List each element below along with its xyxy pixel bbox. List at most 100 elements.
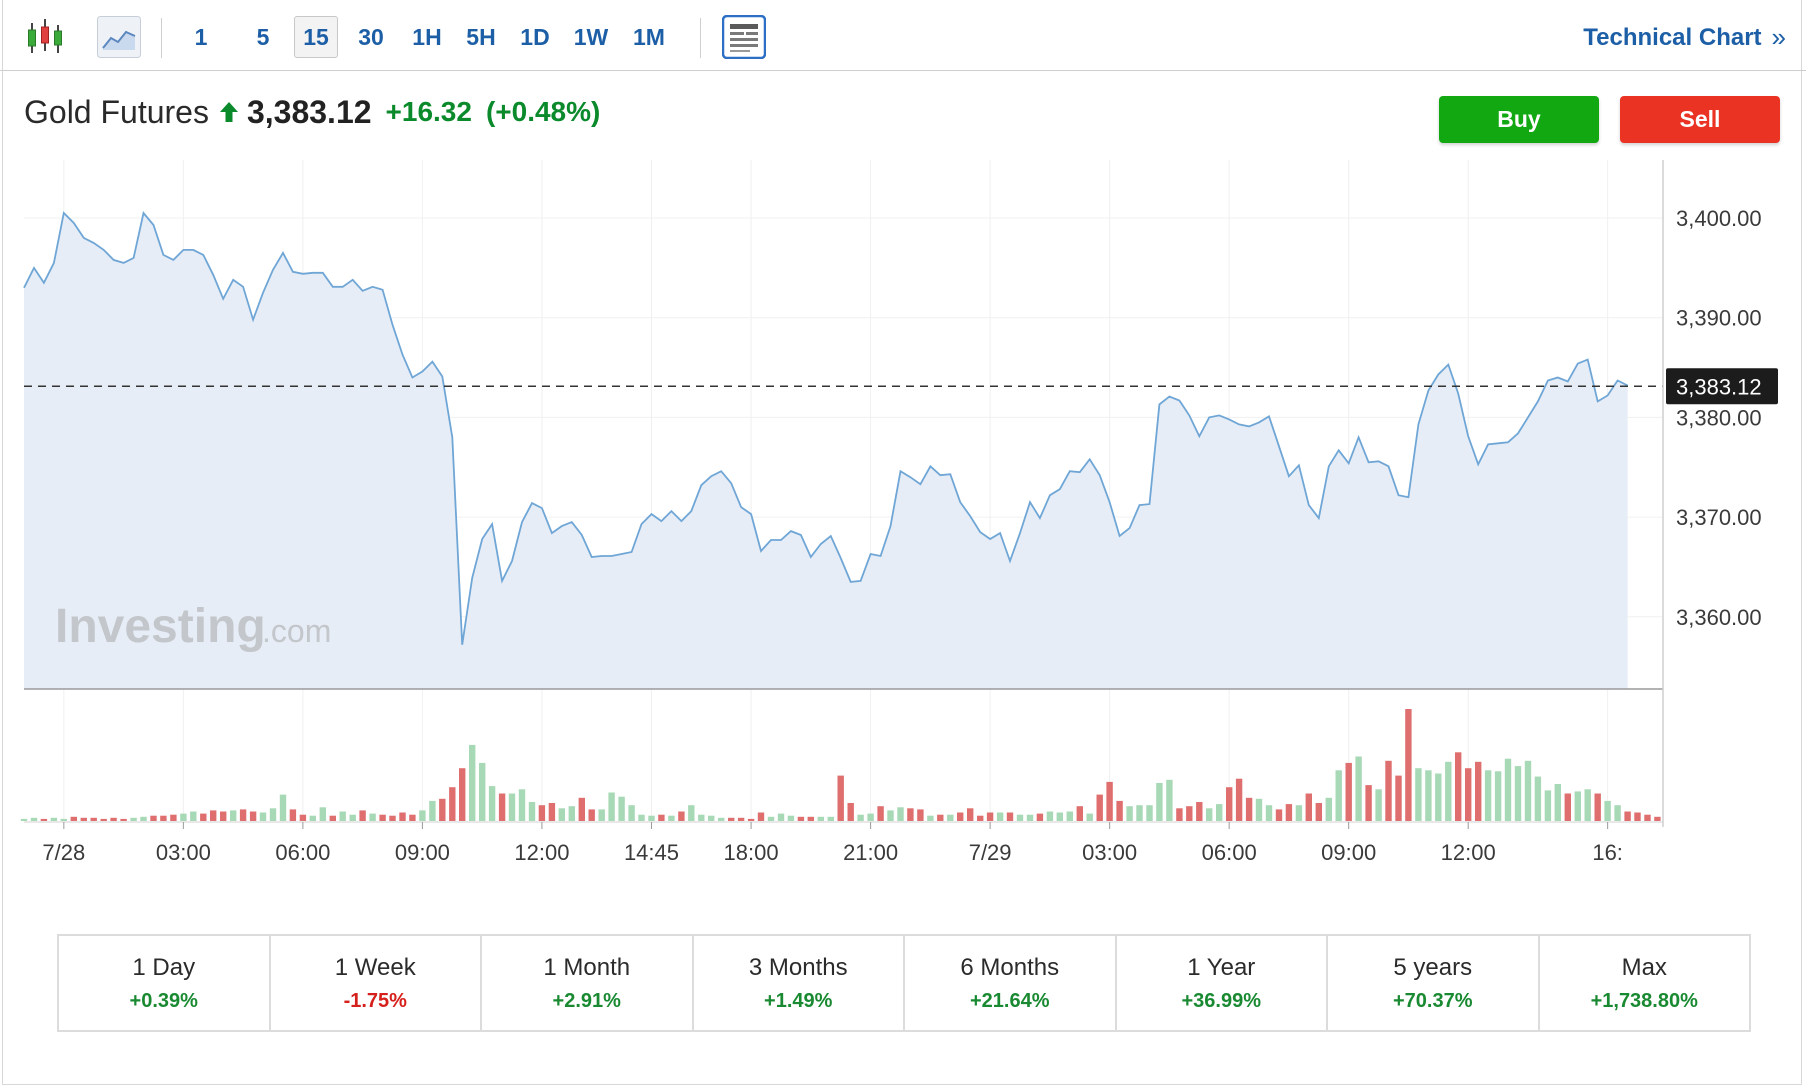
volume-bar [1624, 811, 1631, 821]
x-tick-label: 18:00 [724, 840, 779, 865]
price-area-fill [24, 213, 1628, 689]
sell-button[interactable]: Sell [1620, 96, 1780, 143]
volume-bar [449, 787, 456, 821]
volume-bar [1265, 805, 1273, 821]
toolbar: 1 5 15 30 1H 5H 1D 1W 1M Technical Chart… [0, 0, 1806, 71]
perf-5-years[interactable]: 5 years +70.37% [1328, 936, 1540, 1030]
timeframe-1m[interactable]: 1M [633, 23, 665, 50]
volume-bar [767, 816, 775, 821]
candlestick-chart-icon[interactable] [26, 17, 64, 57]
volume-bar [1465, 768, 1472, 821]
volume-bars [20, 709, 1661, 821]
volume-bar [1216, 804, 1223, 821]
volume-bar [1285, 804, 1293, 821]
y-tick-label: 3,380.00 [1676, 405, 1762, 430]
volume-bar [967, 808, 974, 821]
quote-header: Gold Futures 3,383.12 +16.32 (+0.48%) [24, 92, 600, 132]
volume-bar [180, 813, 187, 821]
perf-1-day[interactable]: 1 Day +0.39% [59, 936, 271, 1030]
volume-bar [1504, 758, 1512, 821]
volume-bar [200, 813, 207, 821]
timeframe-30[interactable]: 30 [358, 23, 384, 50]
volume-bar [986, 812, 994, 821]
volume-bar [1036, 813, 1044, 821]
technical-chart-link[interactable]: Technical Chart » [1583, 22, 1786, 53]
perf-1-week[interactable]: 1 Week -1.75% [271, 936, 482, 1030]
volume-bar [827, 816, 834, 821]
perf-value: -1.75% [343, 989, 407, 1012]
volume-bar [837, 775, 844, 821]
timeframe-5h[interactable]: 5H [466, 23, 496, 50]
volume-bar [1455, 752, 1462, 821]
volume-bar [1325, 797, 1332, 821]
volume-bar [508, 793, 516, 821]
volume-bar [70, 816, 77, 821]
volume-bar [977, 815, 984, 821]
volume-bar [1345, 762, 1352, 821]
volume-bar [1395, 775, 1402, 821]
x-tick-label: 12:00 [1441, 840, 1496, 865]
volume-bar [1295, 805, 1303, 821]
volume-bar [140, 816, 147, 821]
volume-bar [847, 803, 854, 821]
x-tick-label: 16: [1592, 840, 1623, 865]
volume-bar [1335, 770, 1342, 821]
perf-3-months[interactable]: 3 Months +1.49% [694, 936, 905, 1030]
volume-bar [429, 800, 436, 821]
volume-bar [817, 816, 824, 821]
volume-bar [1554, 784, 1561, 821]
volume-bar [1365, 785, 1372, 821]
x-tick-label: 14:45 [624, 840, 679, 865]
volume-bar [648, 815, 655, 821]
volume-bar [877, 806, 884, 821]
timeframe-1w[interactable]: 1W [573, 23, 609, 50]
volume-bar [568, 806, 575, 821]
buy-button[interactable]: Buy [1439, 96, 1599, 143]
volume-bar [1176, 808, 1183, 821]
volume-bar [1385, 760, 1392, 821]
volume-bar [359, 810, 366, 821]
volume-bar [170, 814, 177, 821]
x-tick-label: 09:00 [1321, 840, 1376, 865]
volume-bar [668, 815, 675, 821]
x-tick-label: 09:00 [395, 840, 450, 865]
volume-bar [1514, 766, 1522, 821]
y-tick-label: 3,370.00 [1676, 505, 1762, 530]
volume-bar [130, 817, 137, 821]
volume-bar [1614, 805, 1621, 821]
volume-bar [1435, 773, 1442, 821]
perf-label: 6 Months [960, 953, 1060, 981]
volume-bar [100, 818, 107, 821]
volume-bar [548, 803, 556, 821]
timeframe-1h[interactable]: 1H [412, 23, 442, 50]
perf-6-months[interactable]: 6 Months +21.64% [905, 936, 1117, 1030]
area-chart-icon[interactable] [97, 16, 141, 58]
investing-watermark: Investing .com [55, 600, 331, 653]
price-chart[interactable]: Investing .com 3,400.003,390.003,380.003… [0, 0, 1808, 880]
volume-bar [1604, 800, 1611, 821]
volume-bar [957, 812, 964, 821]
volume-bar [588, 809, 595, 821]
volume-bar [399, 812, 406, 821]
y-axis: 3,400.00 3,390.00 3,380.00 3,370.00 3,360.00 [1676, 206, 1762, 630]
volume-bar [1006, 812, 1014, 821]
volume-bar [1475, 761, 1482, 821]
timeframe-1d[interactable]: 1D [520, 23, 550, 50]
volume-bar [1415, 768, 1422, 821]
timeframe-5[interactable]: 5 [256, 23, 270, 50]
layout-icon[interactable] [722, 15, 766, 59]
volume-bar [578, 797, 585, 821]
perf-1-month[interactable]: 1 Month +2.91% [482, 936, 694, 1030]
perf-label: 3 Months [748, 953, 848, 981]
perf-1-year[interactable]: 1 Year +36.99% [1117, 936, 1328, 1030]
perf-label: 5 years [1393, 953, 1473, 981]
perf-max[interactable]: Max +1,738.80% [1540, 936, 1750, 1030]
volume-bar [638, 814, 645, 821]
volume-bar [259, 812, 267, 821]
x-tick-label: 7/29 [969, 840, 1012, 865]
timeframe-1[interactable]: 1 [194, 23, 208, 50]
volume-bar [160, 815, 167, 821]
volume-bar [1544, 790, 1552, 821]
timeframe-15[interactable]: 15 [294, 16, 338, 58]
volume-bar [299, 814, 307, 821]
